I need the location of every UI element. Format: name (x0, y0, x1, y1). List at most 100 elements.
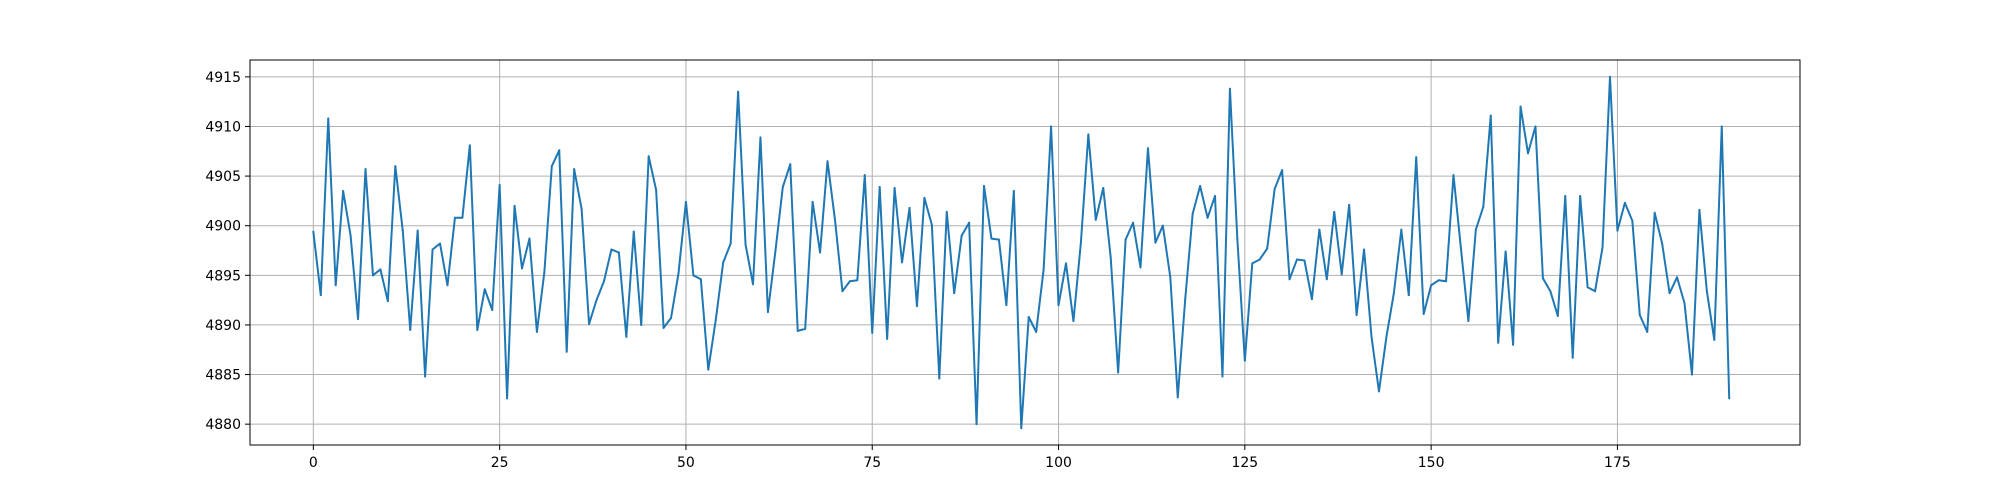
data-point (968, 221, 971, 224)
data-point (938, 377, 941, 380)
data-point (1012, 189, 1015, 192)
data-point (908, 206, 911, 209)
data-point (1094, 218, 1097, 221)
data-point (357, 317, 360, 320)
data-point (1303, 259, 1306, 262)
data-point (1251, 262, 1254, 265)
data-point (1407, 294, 1410, 297)
data-point (1594, 290, 1597, 293)
data-point (781, 186, 784, 189)
data-point (371, 274, 374, 277)
data-point (1355, 314, 1358, 317)
data-point (983, 185, 986, 188)
data-point (640, 323, 643, 326)
data-point (737, 90, 740, 93)
data-point (506, 397, 509, 400)
data-point (1161, 224, 1164, 227)
data-point (394, 165, 397, 168)
data-point (811, 200, 814, 203)
data-point (1556, 315, 1559, 318)
data-point (1273, 187, 1276, 190)
data-point (1146, 147, 1149, 150)
data-point (1564, 194, 1567, 197)
data-point (483, 288, 486, 291)
data-point (364, 168, 367, 171)
data-point (893, 187, 896, 189)
data-point (945, 210, 948, 213)
data-point (439, 242, 442, 245)
data-point (625, 335, 628, 338)
data-point (468, 144, 471, 147)
data-point (1318, 228, 1321, 231)
data-point (796, 329, 799, 332)
data-point (1199, 185, 1202, 188)
data-point (1541, 277, 1544, 280)
data-point (1415, 156, 1418, 159)
data-point (692, 274, 695, 277)
data-point (1117, 371, 1120, 374)
data-point (550, 165, 553, 168)
data-point (565, 350, 568, 353)
data-point (1325, 278, 1328, 281)
data-point (1445, 280, 1448, 283)
data-point (1661, 242, 1664, 245)
data-point (1497, 341, 1500, 344)
y-tick-label: 4910 (205, 119, 241, 135)
data-point (819, 251, 822, 254)
data-point (1370, 335, 1373, 338)
data-point (975, 423, 978, 426)
data-point (312, 230, 315, 233)
data-point (1288, 278, 1291, 281)
data-point (886, 337, 889, 340)
data-point (1452, 174, 1455, 177)
data-point (722, 261, 725, 264)
data-point (1020, 427, 1023, 430)
data-point (789, 163, 792, 166)
data-point (1437, 279, 1440, 282)
data-point (670, 316, 673, 319)
data-point (1266, 247, 1269, 250)
y-tick-label: 4890 (205, 318, 241, 334)
data-point (1728, 397, 1731, 400)
data-point (871, 331, 874, 334)
data-point (774, 250, 777, 253)
data-point (901, 261, 904, 264)
data-point (1102, 187, 1105, 189)
data-point (461, 216, 464, 219)
data-point (744, 243, 747, 246)
data-point (647, 155, 650, 158)
data-point (655, 188, 658, 191)
data-point (707, 368, 710, 371)
y-tick-label: 4880 (205, 417, 241, 433)
data-point (1191, 212, 1194, 215)
data-point (1616, 229, 1619, 232)
data-point (930, 223, 933, 226)
data-point (953, 292, 956, 295)
data-point (558, 149, 561, 152)
data-point (1385, 335, 1388, 338)
data-point (424, 375, 427, 378)
data-point (602, 280, 605, 283)
data-point (1236, 238, 1239, 241)
data-point (1571, 356, 1574, 359)
data-point (1348, 203, 1351, 206)
x-tick-label: 50 (677, 455, 695, 471)
x-tick-label: 100 (1045, 455, 1072, 471)
data-point (319, 294, 322, 297)
data-point (826, 160, 829, 163)
data-point (1206, 216, 1209, 219)
data-point (1035, 330, 1038, 333)
data-point (1579, 194, 1582, 197)
data-point (1027, 316, 1030, 318)
data-point (1392, 292, 1395, 295)
data-point (1631, 219, 1634, 222)
data-point (476, 328, 479, 331)
data-point (662, 326, 665, 329)
x-tick-label: 25 (491, 455, 509, 471)
data-point (1050, 125, 1053, 128)
data-point (1243, 359, 1246, 362)
data-point (1087, 133, 1090, 136)
data-point (863, 174, 866, 177)
data-point (848, 280, 851, 283)
